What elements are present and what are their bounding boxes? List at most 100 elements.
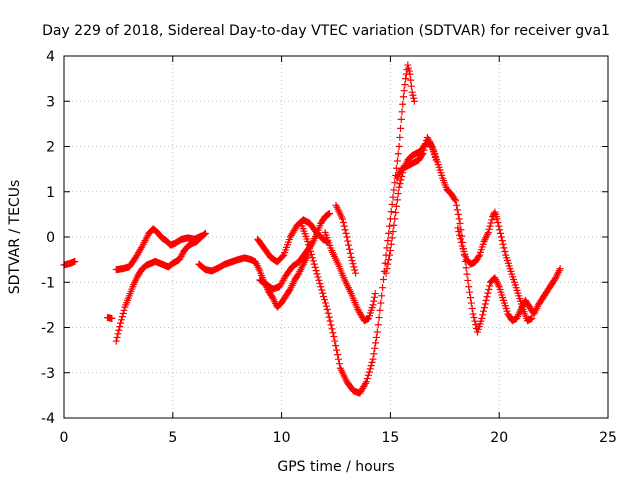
- data-point: [363, 375, 371, 383]
- data-point: [325, 313, 333, 321]
- data-point: [486, 222, 494, 230]
- data-point: [312, 267, 320, 275]
- data-point: [113, 333, 121, 341]
- data-point: [371, 344, 379, 352]
- y-tick-label: -2: [41, 321, 55, 337]
- data-point: [404, 61, 412, 69]
- data-point: [462, 264, 470, 272]
- data-point: [499, 240, 507, 248]
- data-point: [400, 87, 408, 95]
- data-point: [383, 265, 391, 273]
- y-tick-label: 4: [46, 49, 55, 65]
- data-point: [367, 362, 375, 370]
- data-point: [326, 317, 334, 325]
- data-point: [119, 309, 127, 317]
- data-point: [393, 196, 401, 204]
- data-point: [482, 296, 490, 304]
- data-point: [311, 263, 319, 271]
- data-point: [388, 234, 396, 242]
- data-point: [394, 190, 402, 198]
- data-point: [339, 215, 347, 223]
- data-point: [345, 241, 353, 249]
- data-point: [372, 333, 380, 341]
- data-point: [352, 269, 360, 277]
- y-axis-label: SDTVAR / TECUs: [7, 180, 23, 295]
- data-point: [398, 108, 406, 116]
- data-point: [332, 342, 340, 350]
- data-point: [387, 240, 395, 248]
- data-point: [388, 200, 396, 208]
- data-marks: [60, 61, 564, 397]
- data-point: [387, 208, 395, 216]
- data-point: [328, 325, 336, 333]
- data-point: [395, 183, 403, 191]
- data-point: [390, 221, 398, 229]
- data-point: [344, 237, 352, 245]
- data-point: [375, 314, 383, 322]
- data-point: [456, 235, 464, 243]
- data-point: [402, 75, 410, 83]
- data-point: [451, 195, 459, 203]
- data-point: [373, 328, 381, 336]
- x-tick-label: 25: [599, 430, 617, 446]
- data-point: [485, 225, 493, 233]
- data-point: [343, 233, 351, 241]
- data-point: [384, 237, 392, 245]
- data-point: [320, 292, 328, 300]
- data-point: [342, 229, 350, 237]
- data-point: [487, 219, 495, 227]
- data-point: [325, 210, 333, 218]
- data-point: [457, 238, 465, 246]
- data-point: [116, 323, 124, 331]
- data-point: [350, 263, 358, 271]
- data-point: [310, 260, 318, 268]
- data-point: [454, 210, 462, 218]
- data-point: [378, 292, 386, 300]
- data-point: [331, 337, 339, 345]
- data-point: [307, 250, 315, 258]
- data-point: [454, 224, 462, 232]
- data-point: [385, 229, 393, 237]
- data-point: [307, 247, 315, 255]
- data-point: [498, 237, 506, 245]
- data-point: [115, 326, 123, 334]
- data-point: [348, 257, 356, 265]
- data-point: [497, 233, 505, 241]
- data-point: [471, 317, 479, 325]
- data-point: [319, 289, 327, 297]
- data-point: [486, 282, 494, 290]
- data-point: [497, 229, 505, 237]
- data-point: [528, 314, 536, 322]
- data-point: [321, 299, 329, 307]
- data-point: [316, 280, 324, 288]
- y-tick-label: 1: [46, 185, 55, 201]
- data-point: [480, 304, 488, 312]
- data-segment: [112, 225, 205, 274]
- data-point: [324, 309, 332, 317]
- y-tick-label: 3: [46, 94, 55, 110]
- data-segment: [332, 201, 360, 277]
- y-tick-label: -4: [41, 411, 55, 427]
- data-point: [418, 151, 426, 159]
- data-point: [349, 260, 357, 268]
- data-point: [452, 197, 460, 205]
- data-point: [467, 299, 475, 307]
- data-point: [327, 321, 335, 329]
- data-point: [325, 209, 333, 217]
- data-point: [397, 176, 405, 184]
- data-point: [391, 179, 399, 187]
- data-point: [466, 288, 474, 296]
- data-point: [391, 215, 399, 223]
- data-segment: [60, 257, 79, 269]
- data-point: [197, 232, 205, 240]
- data-point: [453, 206, 461, 214]
- data-point: [314, 273, 322, 281]
- data-point: [364, 371, 372, 379]
- data-point: [397, 115, 405, 123]
- data-point: [500, 244, 508, 252]
- data-point: [475, 252, 483, 260]
- data-point: [382, 269, 390, 277]
- data-point: [393, 157, 401, 165]
- x-tick-label: 20: [490, 430, 508, 446]
